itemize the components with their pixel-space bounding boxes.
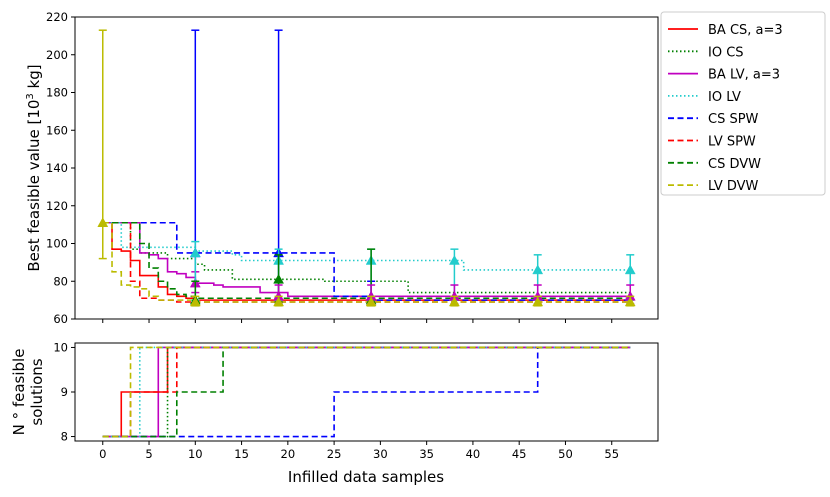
- x-tick-label: 20: [281, 447, 296, 461]
- series-line: [102, 221, 632, 303]
- x-tick-label: 30: [373, 447, 388, 461]
- legend-label: LV SPW: [708, 135, 756, 150]
- series-line: [102, 221, 631, 298]
- mean-marker: [448, 254, 460, 265]
- x-tick-label: 5: [145, 447, 152, 461]
- y-tick-label: 140: [46, 161, 68, 175]
- y-tick-label: 160: [46, 123, 68, 137]
- mean-marker: [532, 264, 544, 275]
- y-tick-label: 80: [53, 274, 68, 288]
- mean-marker: [189, 296, 201, 307]
- legend-frame: [660, 11, 826, 196]
- bottom-y-axis-label-line1: N ° feasible: [10, 349, 28, 436]
- x-axis-label: Infilled data samples: [288, 468, 444, 486]
- bottom-x-ticks: 0 5 10 15 20 25 30 35 40 45 50 55: [99, 441, 619, 461]
- error-bars-group: [97, 29, 636, 307]
- x-tick-label: 10: [188, 447, 203, 461]
- feasible-count-series-group: [102, 346, 631, 438]
- legend-label: IO CS: [708, 45, 744, 60]
- top-x-ticks: [102, 319, 613, 323]
- top-plot-frame: [74, 16, 659, 320]
- y-tick-label: 8: [61, 430, 68, 444]
- series-line: [102, 221, 632, 303]
- y-tick-label: 120: [46, 199, 68, 213]
- legend-label: LV DVW: [708, 179, 759, 194]
- legend-label: CS DVW: [708, 157, 761, 172]
- mean-marker: [97, 217, 109, 227]
- mean-marker: [365, 296, 377, 307]
- x-tick-label: 25: [327, 447, 342, 461]
- y-tick-label: 100: [46, 237, 68, 251]
- y-tick-label: 9: [61, 385, 68, 399]
- legend-label: CS SPW: [708, 112, 759, 127]
- x-tick-label: 15: [234, 447, 249, 461]
- series-line: [102, 221, 632, 301]
- legend: BA CS, a=3 IO CS BA LV, a=3 IO LV CS SPW LV S…: [660, 11, 826, 196]
- x-tick-label: 0: [99, 447, 106, 461]
- legend-label: BA LV, a=3: [708, 68, 780, 83]
- y-tick-label: 180: [46, 86, 68, 100]
- mean-marker: [624, 264, 636, 275]
- series-line: [102, 221, 631, 303]
- top-y-axis-label: Best feasible value [103 kg]: [25, 64, 43, 271]
- x-tick-label: 40: [466, 447, 481, 461]
- legend-label: IO LV: [708, 90, 741, 105]
- bottom-y-axis-label-line2: solutions: [28, 358, 46, 425]
- top-y-ticks: 60 80 100 120 140 160 180 200 220: [46, 10, 75, 326]
- series-line: [102, 346, 631, 438]
- series-line: [102, 346, 631, 438]
- x-tick-label: 55: [604, 447, 619, 461]
- bottom-y-ticks: 8 9 10: [53, 340, 75, 444]
- mean-marker: [448, 296, 460, 307]
- x-tick-label: 35: [419, 447, 434, 461]
- best-value-plot: 60 80 100 120 140 160 180 200 220 Best feasible …: [25, 10, 659, 326]
- y-tick-label: 220: [46, 10, 68, 24]
- y-tick-label: 60: [53, 312, 68, 326]
- mean-marker: [532, 296, 544, 307]
- series-line: [102, 221, 632, 303]
- legend-label: BA CS, a=3: [708, 23, 783, 38]
- series-line: [102, 221, 631, 271]
- y-tick-label: 200: [46, 48, 68, 62]
- mean-marker: [624, 296, 636, 307]
- feasible-count-plot: 0 5 10 15 20 25 30 35 40 45 50 55 8 9 10 N ° feasible…: [10, 340, 659, 486]
- mean-marker: [273, 273, 285, 284]
- y-tick-label: 10: [53, 340, 68, 354]
- mean-marker: [189, 247, 201, 258]
- x-tick-label: 45: [512, 447, 527, 461]
- x-tick-label: 50: [558, 447, 573, 461]
- mean-marker: [273, 296, 285, 307]
